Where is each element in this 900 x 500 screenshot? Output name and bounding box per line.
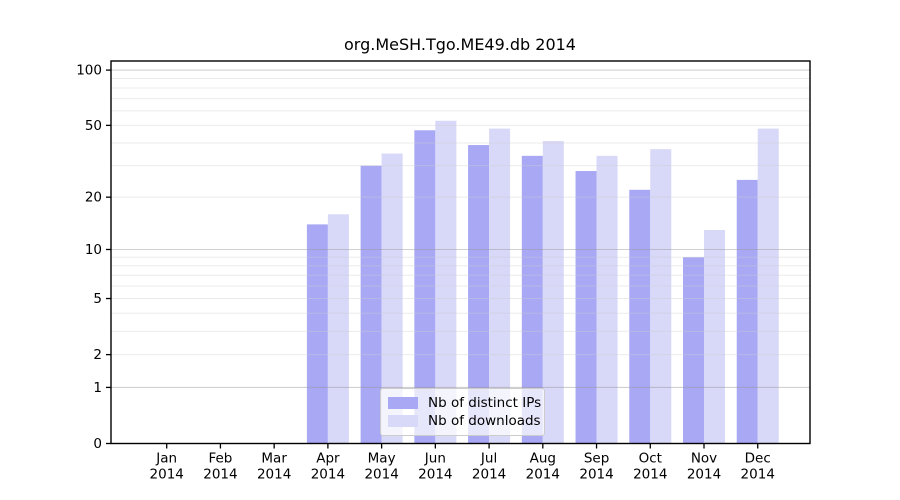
bar-aug-distinct-ips <box>521 155 543 444</box>
bar-may-distinct-ips <box>360 165 382 444</box>
x-tick-label-month-feb: Feb <box>208 451 232 467</box>
legend-swatch-distinct-ips <box>388 397 418 409</box>
plot-frame <box>110 60 811 445</box>
bar-apr-distinct-ips <box>306 224 328 444</box>
y-tick-label-1: 1 <box>93 380 102 396</box>
x-tick-label-year-nov: 2014 <box>687 467 721 483</box>
x-tick-label-month-dec: Dec <box>745 451 771 467</box>
legend-label-distinct-ips: Nb of distinct IPs <box>428 395 542 411</box>
legend-label-downloads: Nb of downloads <box>428 413 541 429</box>
legend: Nb of distinct IPs Nb of downloads <box>380 388 545 436</box>
bar-aug-downloads <box>542 141 564 444</box>
x-tick-label-month-aug: Aug <box>530 451 556 467</box>
legend-swatch-downloads <box>388 415 418 427</box>
bar-may-downloads <box>381 153 403 444</box>
x-tick-label-month-jan: Jan <box>155 451 177 467</box>
x-tick-label-year-feb: 2014 <box>203 467 237 483</box>
x-tick-label-year-dec: 2014 <box>741 467 775 483</box>
bar-jun-downloads <box>435 120 457 444</box>
x-tick-label-year-jan: 2014 <box>150 467 184 483</box>
bar-oct-downloads <box>650 149 672 444</box>
legend-row-distinct-ips: Nb of distinct IPs <box>388 394 541 412</box>
x-tick-label-year-jun: 2014 <box>418 467 452 483</box>
x-tick-label-month-nov: Nov <box>691 451 717 467</box>
y-tick-label-10: 10 <box>85 242 102 258</box>
x-tick-label-month-apr: Apr <box>316 451 340 467</box>
bar-sep-downloads <box>596 155 618 444</box>
x-tick-label-year-apr: 2014 <box>311 467 345 483</box>
chart-title: org.MeSH.Tgo.ME49.db 2014 <box>344 35 576 54</box>
y-tick-label-0: 0 <box>93 436 102 452</box>
x-tick-label-month-sep: Sep <box>584 451 609 467</box>
x-tick-label-month-oct: Oct <box>639 451 662 467</box>
x-tick-label-month-mar: Mar <box>261 451 287 467</box>
x-tick-label-year-may: 2014 <box>364 467 398 483</box>
bar-sep-distinct-ips <box>575 171 597 444</box>
bar-apr-downloads <box>327 214 349 444</box>
x-tick-label-year-oct: 2014 <box>633 467 667 483</box>
bar-dec-distinct-ips <box>736 179 758 444</box>
bar-nov-distinct-ips <box>683 257 704 444</box>
x-tick-label-month-may: May <box>368 451 396 467</box>
y-tick-label-100: 100 <box>76 63 102 79</box>
y-tick-label-5: 5 <box>93 291 102 307</box>
bar-jun-distinct-ips <box>414 130 436 444</box>
legend-row-downloads: Nb of downloads <box>388 412 541 430</box>
bar-oct-distinct-ips <box>629 189 651 444</box>
bar-jul-downloads <box>489 128 511 444</box>
x-tick-label-year-mar: 2014 <box>257 467 291 483</box>
x-tick-label-year-sep: 2014 <box>579 467 613 483</box>
x-tick-label-year-jul: 2014 <box>472 467 506 483</box>
x-tick-label-month-jul: Jul <box>480 451 497 467</box>
y-tick-label-2: 2 <box>93 347 102 363</box>
bar-nov-downloads <box>704 229 725 444</box>
bar-jul-distinct-ips <box>468 145 490 444</box>
x-tick-label-month-jun: Jun <box>424 451 446 467</box>
y-tick-label-20: 20 <box>85 190 102 206</box>
bar-dec-downloads <box>757 128 779 444</box>
y-tick-label-50: 50 <box>85 118 102 134</box>
x-tick-label-year-aug: 2014 <box>526 467 560 483</box>
